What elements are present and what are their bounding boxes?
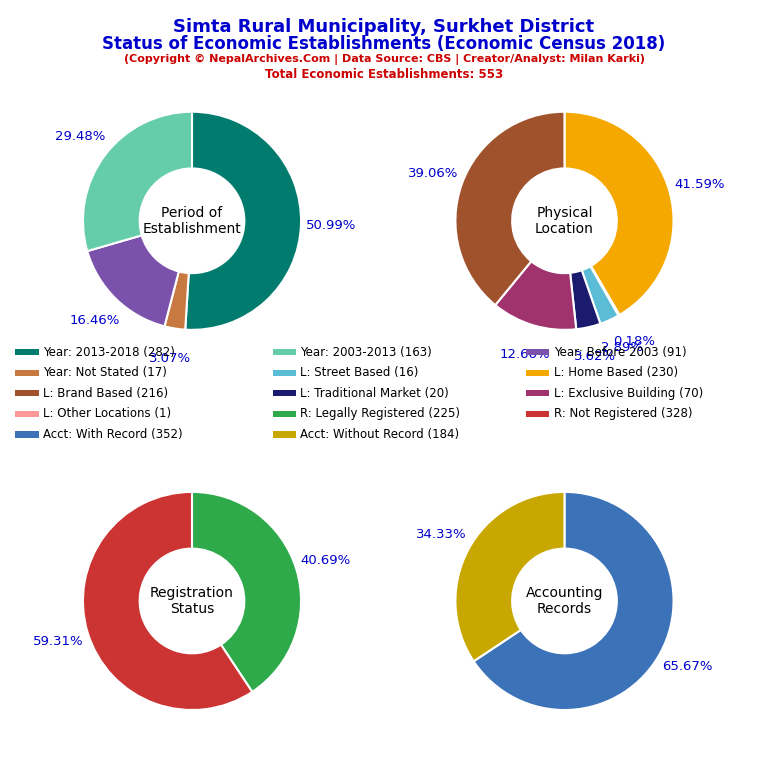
Wedge shape xyxy=(192,492,301,692)
Text: 59.31%: 59.31% xyxy=(33,634,84,647)
Text: 16.46%: 16.46% xyxy=(69,314,120,327)
Text: Physical
Location: Physical Location xyxy=(535,206,594,236)
Text: L: Traditional Market (20): L: Traditional Market (20) xyxy=(300,387,449,400)
Bar xyxy=(15,411,38,417)
Wedge shape xyxy=(455,492,564,661)
Text: 3.07%: 3.07% xyxy=(149,353,191,365)
Bar xyxy=(273,349,296,355)
Text: Acct: With Record (352): Acct: With Record (352) xyxy=(43,428,183,441)
Text: 29.48%: 29.48% xyxy=(55,131,106,144)
Wedge shape xyxy=(495,261,576,329)
Text: Total Economic Establishments: 553: Total Economic Establishments: 553 xyxy=(265,68,503,81)
Wedge shape xyxy=(83,111,192,251)
Bar xyxy=(15,432,38,438)
Text: Year: Not Stated (17): Year: Not Stated (17) xyxy=(43,366,167,379)
Bar xyxy=(526,369,549,376)
Bar xyxy=(273,390,296,396)
Wedge shape xyxy=(83,492,252,710)
Wedge shape xyxy=(581,266,618,324)
Text: 12.66%: 12.66% xyxy=(499,348,550,361)
Text: Status of Economic Establishments (Economic Census 2018): Status of Economic Establishments (Econo… xyxy=(102,35,666,52)
Wedge shape xyxy=(591,266,620,316)
Bar xyxy=(273,411,296,417)
Wedge shape xyxy=(88,235,179,326)
Text: 40.69%: 40.69% xyxy=(300,554,351,568)
Bar xyxy=(273,432,296,438)
Text: Accounting
Records: Accounting Records xyxy=(526,586,603,616)
Text: L: Home Based (230): L: Home Based (230) xyxy=(554,366,677,379)
Text: 3.62%: 3.62% xyxy=(574,350,616,363)
Bar xyxy=(15,349,38,355)
Text: Acct: Without Record (184): Acct: Without Record (184) xyxy=(300,428,459,441)
Text: 41.59%: 41.59% xyxy=(674,178,724,190)
Bar xyxy=(526,349,549,355)
Text: 65.67%: 65.67% xyxy=(662,660,713,674)
Text: (Copyright © NepalArchives.Com | Data Source: CBS | Creator/Analyst: Milan Karki: (Copyright © NepalArchives.Com | Data So… xyxy=(124,54,644,65)
Bar xyxy=(526,390,549,396)
Text: L: Other Locations (1): L: Other Locations (1) xyxy=(43,407,171,420)
Text: L: Brand Based (216): L: Brand Based (216) xyxy=(43,387,168,400)
Text: Period of
Establishment: Period of Establishment xyxy=(143,206,241,236)
Text: Registration
Status: Registration Status xyxy=(150,586,234,616)
Text: R: Legally Registered (225): R: Legally Registered (225) xyxy=(300,407,460,420)
Text: Year: 2013-2018 (282): Year: 2013-2018 (282) xyxy=(43,346,174,359)
Wedge shape xyxy=(474,492,674,710)
Text: Year: 2003-2013 (163): Year: 2003-2013 (163) xyxy=(300,346,432,359)
Text: L: Street Based (16): L: Street Based (16) xyxy=(300,366,419,379)
Wedge shape xyxy=(564,111,674,315)
Text: Year: Before 2003 (91): Year: Before 2003 (91) xyxy=(554,346,686,359)
Text: Simta Rural Municipality, Surkhet District: Simta Rural Municipality, Surkhet Distri… xyxy=(174,18,594,35)
Text: 39.06%: 39.06% xyxy=(408,167,458,180)
Text: 50.99%: 50.99% xyxy=(306,219,356,232)
Wedge shape xyxy=(185,111,301,329)
Bar xyxy=(273,369,296,376)
Bar xyxy=(15,369,38,376)
Bar xyxy=(526,411,549,417)
Bar xyxy=(15,390,38,396)
Text: 2.89%: 2.89% xyxy=(601,342,644,354)
Wedge shape xyxy=(455,111,564,305)
Wedge shape xyxy=(570,270,601,329)
Text: 0.18%: 0.18% xyxy=(613,336,655,348)
Text: R: Not Registered (328): R: Not Registered (328) xyxy=(554,407,692,420)
Wedge shape xyxy=(164,271,189,329)
Text: 34.33%: 34.33% xyxy=(416,528,467,541)
Text: L: Exclusive Building (70): L: Exclusive Building (70) xyxy=(554,387,703,400)
